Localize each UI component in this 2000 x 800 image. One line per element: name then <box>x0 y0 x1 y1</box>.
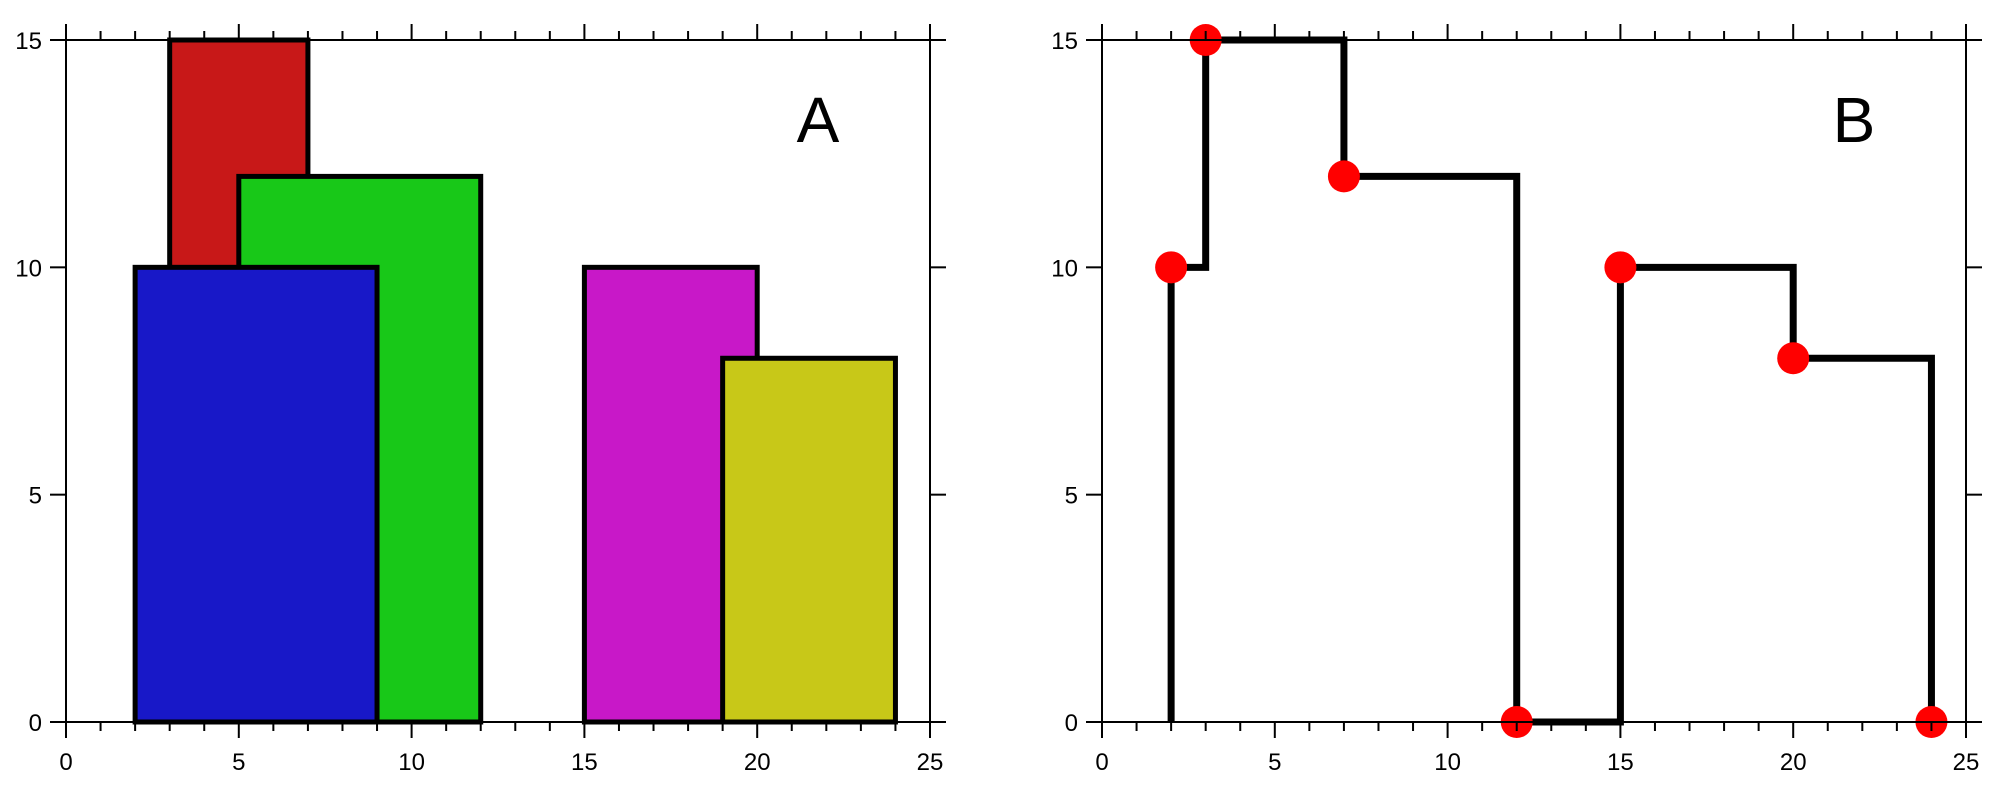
panel-a-buildings-chart: 0 5 10 15 20 25 0 5 10 15 A <box>15 24 946 776</box>
y-tick-label: 15 <box>15 28 42 55</box>
y-tick-label: 0 <box>1065 710 1078 737</box>
y-tick-label: 10 <box>15 255 42 282</box>
x-tick-label: 25 <box>1953 749 1980 776</box>
y-tick-label: 0 <box>29 710 42 737</box>
x-tick-label: 10 <box>1434 749 1461 776</box>
plot-frame <box>1101 39 1967 723</box>
y-tick-label: 5 <box>29 483 42 510</box>
x-tick-label: 0 <box>59 749 72 776</box>
key-point-6 <box>1777 342 1810 375</box>
panel-label: B <box>1833 84 1876 156</box>
x-tick-label: 5 <box>232 749 245 776</box>
key-point-5 <box>1604 251 1637 284</box>
y-tick-label: 15 <box>1051 28 1078 55</box>
x-tick-label: 25 <box>917 749 944 776</box>
x-tick-label: 5 <box>1268 749 1281 776</box>
key-point-3 <box>1327 160 1360 193</box>
skyline-line <box>1167 36 1935 726</box>
x-tick-label: 10 <box>398 749 425 776</box>
x-tick-label: 20 <box>1780 749 1807 776</box>
panel-label: A <box>797 84 840 156</box>
x-tick-label: 20 <box>744 749 771 776</box>
plot-frame <box>65 39 931 723</box>
x-tick-label: 0 <box>1095 749 1108 776</box>
key-point-1 <box>1155 251 1188 284</box>
x-tick-label: 15 <box>571 749 598 776</box>
building-bar-3 <box>132 264 380 725</box>
x-tick-label: 15 <box>1607 749 1634 776</box>
panel-b-skyline-chart: 0 5 10 15 20 25 0 5 10 15 B <box>1051 24 1982 776</box>
building-bar-5 <box>720 355 898 725</box>
y-tick-label: 10 <box>1051 255 1078 282</box>
y-tick-label: 5 <box>1065 483 1078 510</box>
